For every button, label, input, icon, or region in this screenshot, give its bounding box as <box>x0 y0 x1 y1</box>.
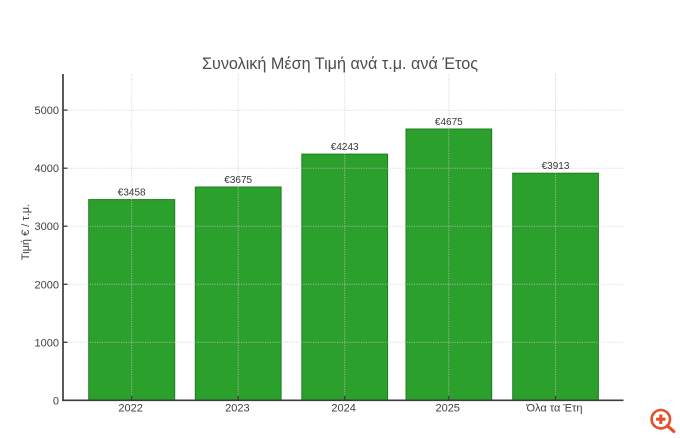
svg-text:Τιμή € / τ.μ.: Τιμή € / τ.μ. <box>20 204 32 260</box>
svg-text:Όλα τα Έτη: Όλα τα Έτη <box>526 403 583 415</box>
svg-text:4000: 4000 <box>35 163 59 175</box>
svg-text:€3675: €3675 <box>224 175 252 186</box>
svg-text:2023: 2023 <box>225 403 249 415</box>
svg-text:€3458: €3458 <box>118 188 146 199</box>
svg-text:2024: 2024 <box>331 403 355 415</box>
svg-text:3000: 3000 <box>35 221 59 233</box>
svg-text:2022: 2022 <box>118 403 142 415</box>
svg-text:€3913: €3913 <box>542 161 570 172</box>
svg-text:5000: 5000 <box>35 105 59 117</box>
svg-text:€4243: €4243 <box>331 142 359 153</box>
svg-text:0: 0 <box>53 395 59 407</box>
svg-text:€4675: €4675 <box>435 117 463 128</box>
svg-text:2000: 2000 <box>35 279 59 291</box>
svg-text:2025: 2025 <box>435 403 459 415</box>
svg-text:1000: 1000 <box>35 337 59 349</box>
svg-text:Συνολική Μέση Τιμή ανά τ.μ. αν: Συνολική Μέση Τιμή ανά τ.μ. ανά Έτος <box>202 55 478 73</box>
